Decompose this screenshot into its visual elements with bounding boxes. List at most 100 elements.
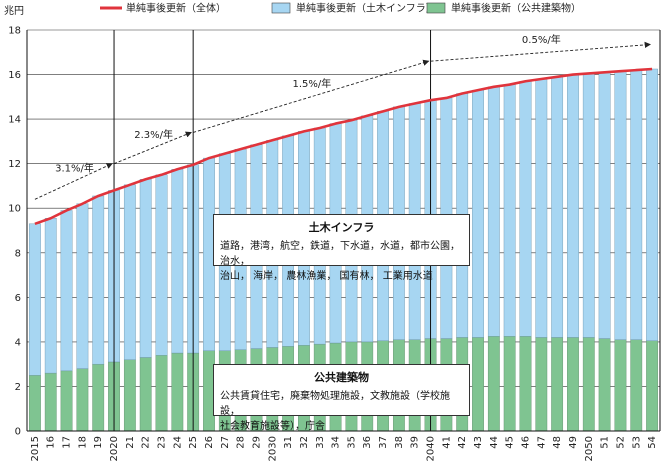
bar-building-17 — [60, 370, 73, 432]
bar-civil-23 — [155, 174, 168, 356]
x-tick-label: 37 — [378, 436, 389, 449]
y-tick-label: 14 — [8, 115, 21, 126]
x-tick-label: 51 — [600, 436, 611, 449]
y-tick-label: 8 — [15, 248, 21, 259]
bar-building-48 — [551, 337, 564, 432]
bar-civil-46 — [519, 81, 532, 337]
x-tick-label: 34 — [331, 436, 342, 449]
x-tick-label: 38 — [394, 436, 405, 449]
bar-civil-54 — [646, 68, 658, 341]
x-tick-label: 43 — [473, 436, 484, 449]
x-tick-label: 23 — [157, 436, 168, 449]
total-line-series — [34, 67, 653, 226]
bar-building-16 — [44, 372, 57, 432]
bar-civil-47 — [535, 78, 548, 338]
y-tick-label: 6 — [15, 293, 21, 304]
y-tick-label: 18 — [8, 26, 21, 37]
x-tick-label: 28 — [236, 436, 247, 449]
bar-civil-2015 — [29, 223, 41, 376]
bar-building-52 — [614, 339, 627, 432]
x-tick-label: 53 — [631, 436, 642, 449]
bar-civil-49 — [567, 74, 579, 338]
growth-rate-label: 3.1%/年 — [55, 161, 94, 174]
bar-civil-2050 — [582, 73, 595, 338]
x-tick-label: 45 — [505, 436, 516, 449]
y-tick-label: 2 — [15, 382, 21, 393]
growth-arrow-4 — [430, 41, 651, 62]
building-box-line-1: 公共賃貸住宅，廃棄物処理施設，文教施設（学校施設， — [220, 391, 450, 417]
civil-box-line-1: 道路，港湾，航空，鉄道，下水道，水道，都市公園，治水， — [220, 241, 460, 267]
x-tick-label: 47 — [536, 436, 547, 449]
x-tick-label: 52 — [615, 436, 626, 449]
growth-arrow-2 — [113, 131, 192, 165]
x-tick-label: 33 — [315, 436, 326, 449]
bar-civil-21 — [123, 184, 136, 360]
bar-building-49 — [567, 337, 579, 432]
civil-box-line-2: 治山， 海岸， 農林漁業， 国有林， 工業用水道 — [220, 271, 433, 282]
x-tick-label: 2015 — [30, 436, 41, 461]
y-tick-label: 0 — [15, 427, 21, 438]
bar-building-54 — [646, 340, 658, 432]
legend-swatch-civil — [271, 2, 291, 14]
legend-label: 単純事後更新（公共建築物） — [451, 2, 581, 15]
public-building-box: 公共建築物 公共賃貸住宅，廃棄物処理施設，文教施設（学校施設， 社会教育施設等）… — [213, 364, 470, 432]
bar-building-23 — [155, 355, 168, 432]
bar-civil-16 — [44, 218, 57, 374]
x-tick-label: 26 — [204, 436, 215, 449]
civil-infrastructure-box: 土木インフラ 道路，港湾，航空，鉄道，下水道，水道，都市公園，治水， 治山， 海… — [213, 214, 470, 282]
x-tick-label: 21 — [125, 436, 136, 449]
legend-label: 単純事後更新（土木インフラ） — [296, 2, 436, 15]
bar-building-2015 — [29, 375, 41, 432]
x-tick-label: 27 — [220, 436, 231, 449]
x-tick-label: 49 — [568, 436, 579, 449]
bar-building-21 — [123, 359, 136, 432]
legend-swatch-building — [426, 2, 446, 14]
bar-civil-48 — [551, 76, 564, 338]
x-tick-label: 44 — [489, 436, 500, 449]
bar-building-45 — [503, 336, 516, 432]
bar-civil-53 — [630, 69, 643, 340]
x-tick-label: 54 — [647, 436, 658, 449]
bar-civil-22 — [139, 179, 152, 358]
x-tick-label: 24 — [172, 436, 183, 449]
legend: 単純事後更新（全体） 単純事後更新（土木インフラ） 単純事後更新（公共建築物） — [100, 2, 581, 15]
x-tick-label: 48 — [552, 436, 563, 449]
bar-building-47 — [535, 337, 548, 432]
x-tick-label: 17 — [62, 436, 73, 449]
bar-civil-17 — [60, 210, 73, 372]
bar-building-46 — [519, 336, 532, 432]
bar-civil-24 — [171, 169, 184, 354]
growth-rate-label: 2.3%/年 — [134, 128, 173, 141]
x-tick-label: 32 — [299, 436, 310, 449]
bar-building-51 — [598, 338, 611, 432]
bar-civil-19 — [92, 195, 105, 365]
x-tick-label: 16 — [46, 436, 57, 449]
x-tick-label: 36 — [362, 436, 373, 449]
x-tick-label: 2050 — [584, 436, 595, 461]
x-tick-label: 2020 — [109, 436, 120, 461]
bar-civil-45 — [503, 84, 516, 337]
bar-building-43 — [472, 337, 484, 432]
bar-civil-52 — [614, 71, 627, 340]
bar-building-18 — [76, 368, 89, 432]
growth-rate-label: 0.5%/年 — [522, 33, 561, 46]
legend-label: 単純事後更新（全体） — [126, 2, 226, 15]
x-tick-label: 42 — [457, 436, 468, 449]
bar-building-22 — [139, 357, 152, 432]
total-line — [34, 67, 653, 226]
y-axis-unit: 兆円 — [4, 5, 24, 17]
growth-arrow-1 — [34, 163, 113, 200]
bar-civil-43 — [472, 89, 484, 338]
x-tick-label: 25 — [188, 436, 199, 449]
growth-arrow-3 — [193, 59, 430, 133]
bar-civil-44 — [487, 86, 500, 337]
x-tick-label: 22 — [141, 436, 152, 449]
x-tick-label: 41 — [441, 436, 452, 449]
bar-building-2050 — [582, 337, 595, 432]
y-tick-label: 12 — [8, 159, 21, 170]
growth-arrows: 3.1%/年 2.3%/年 1.5%/年 0.5%/年 — [34, 33, 651, 200]
bar-building-19 — [92, 363, 105, 432]
x-tick-label: 18 — [77, 436, 88, 449]
y-tick-label: 16 — [8, 70, 21, 81]
